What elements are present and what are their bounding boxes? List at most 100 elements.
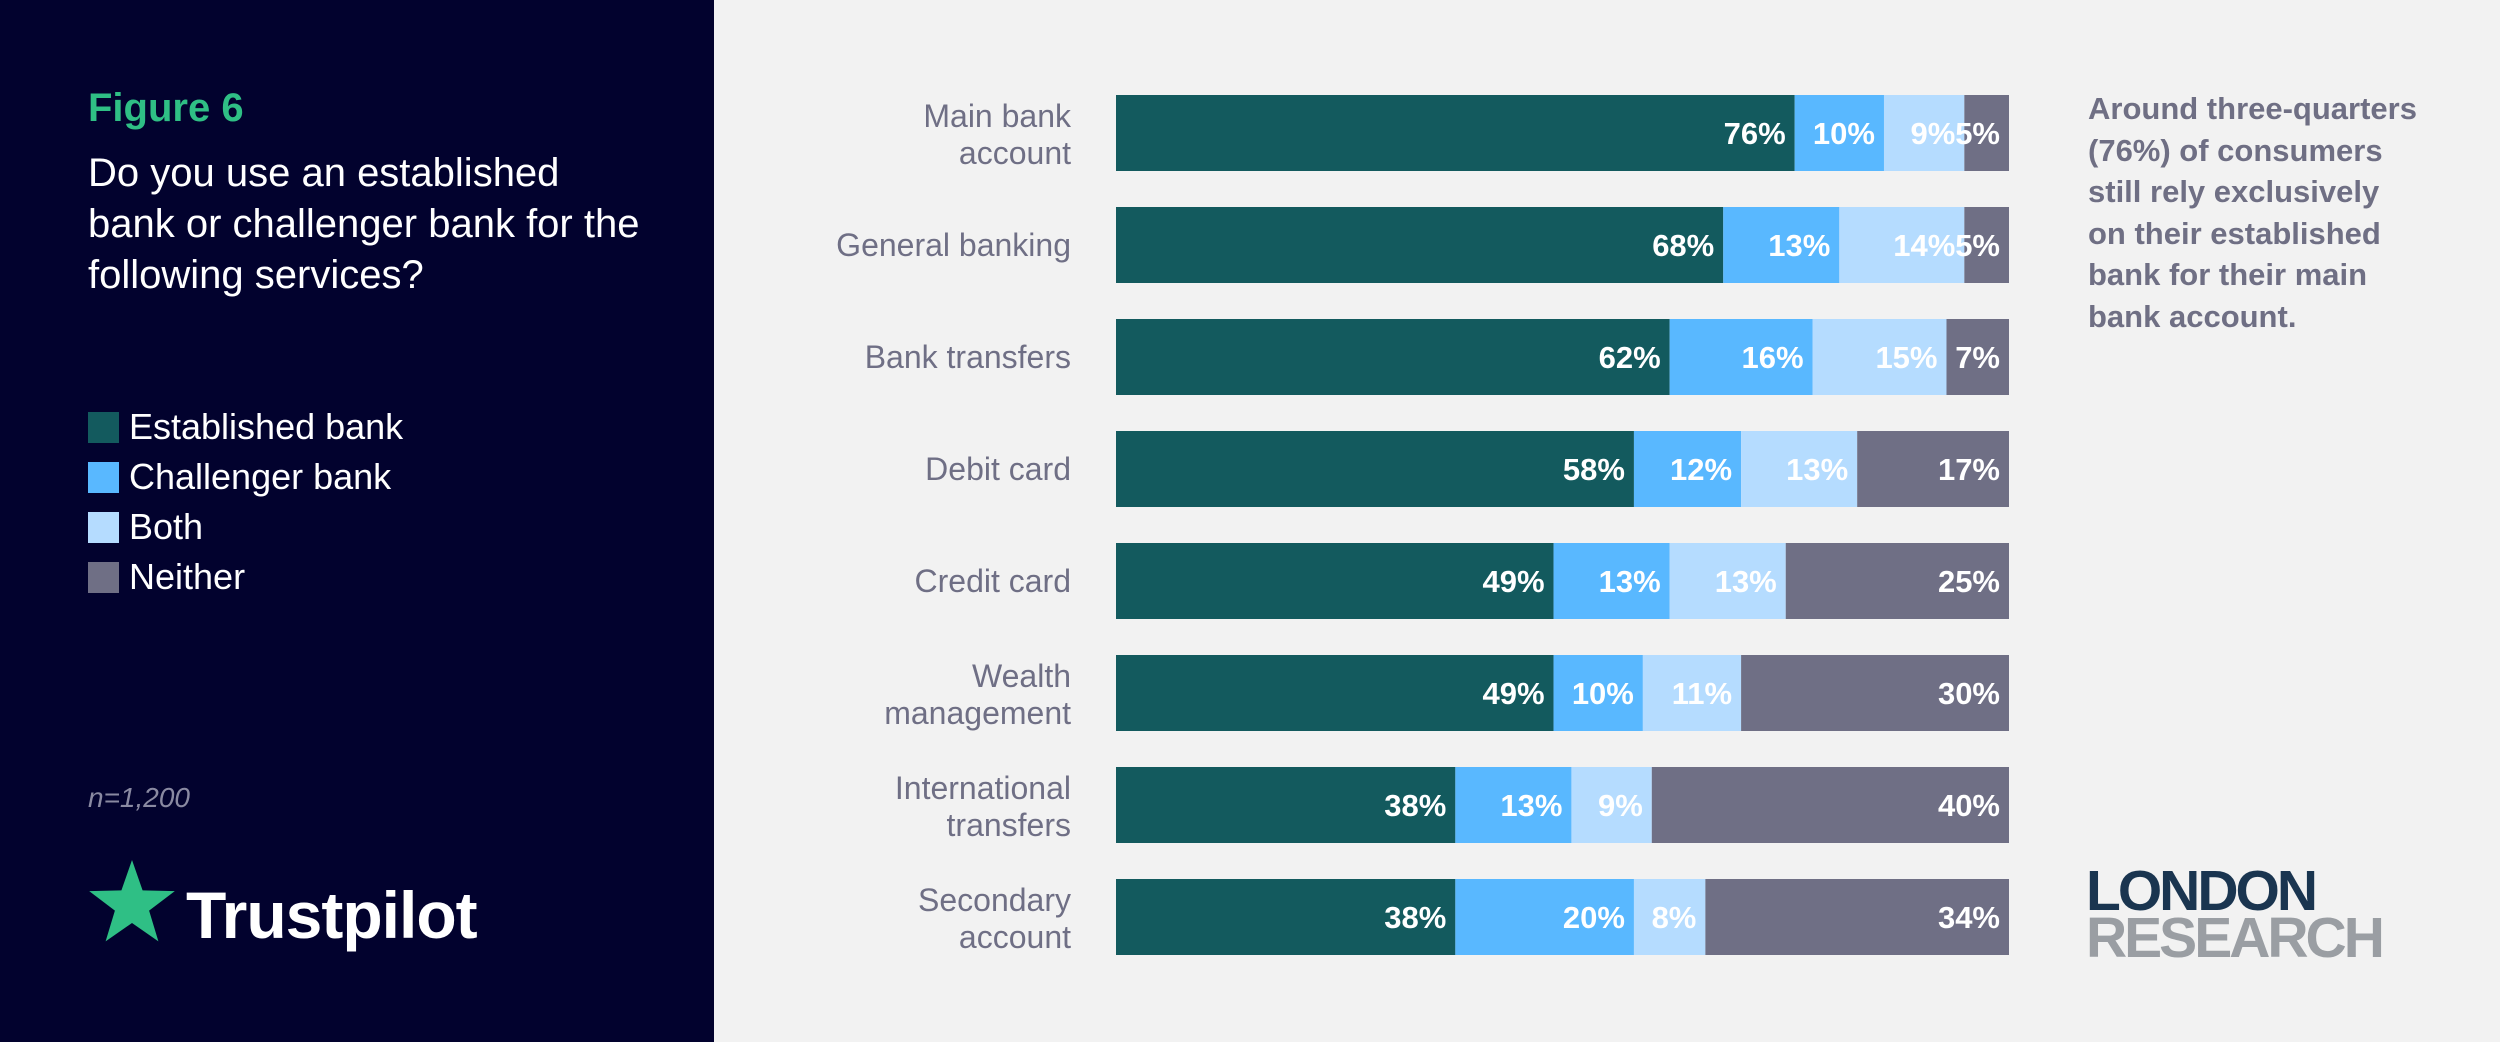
category-label: Credit card [915,563,1072,599]
category-label-line: Bank transfers [865,339,1071,375]
bar-segment [1651,767,2009,843]
bar-segment [1741,655,2009,731]
bar-segment [1571,767,1652,843]
bar-segment [1633,431,1742,507]
bar-segment [1812,319,1947,395]
trustpilot-wordmark: Trustpilot [186,878,478,952]
legend-item: Established bank [88,402,403,452]
chart-annotation: Around three-quarters (76%) of consumers… [2088,91,2417,334]
data-label: 13% [1500,788,1562,823]
data-label: 9% [1598,788,1643,823]
category-label-line: management [884,695,1071,731]
bar-segment [1116,879,1456,955]
bar-segment [1455,879,1634,955]
category-label: Wealth management [884,658,1071,731]
legend: Established bank Challenger bank Both Neith… [88,402,403,602]
data-label: 58% [1563,452,1625,487]
data-label: 9% [1911,116,1956,151]
data-label: 30% [1938,676,2000,711]
data-label: 20% [1563,900,1625,935]
figure-label: Figure 6 [88,86,244,130]
bar-segment [1946,319,2009,395]
bar-segment [1857,431,2009,507]
category-label-line: International [895,770,1071,806]
data-label: 11% [1672,676,1732,711]
data-label: 34% [1938,900,2000,935]
bar-segment [1839,207,1965,283]
bar-segment [1116,767,1456,843]
data-label: 25% [1938,564,2000,599]
left-panel: Figure 6 Do you use an established bank … [0,0,714,1042]
category-label: General banking [836,227,1071,263]
london-research-logo: LONDON RESEARCH [2086,862,2385,962]
category-label-line: Wealth [972,658,1071,694]
legend-swatch [88,511,119,543]
data-label: 15% [1875,340,1937,375]
data-label: 38% [1384,788,1446,823]
bar-segment [1116,655,1554,731]
london-research-logo-line1: LONDON [2086,862,2315,923]
data-label: 16% [1741,340,1803,375]
data-label: 7% [1955,340,2000,375]
data-label: 17% [1938,452,2000,487]
sample-size: n=1,200 [88,782,190,813]
legend-swatch [88,411,119,443]
legend-label: Neither [129,556,246,597]
bar-segment [1964,95,2009,171]
bar-segment [1633,879,1706,955]
data-label: 13% [1768,228,1830,263]
category-label-line: account [959,135,1071,171]
legend-item: Both [88,502,403,552]
trustpilot-logo: Trustpilot [89,860,479,952]
bar-segment [1642,655,1742,731]
data-label: 76% [1724,116,1786,151]
data-label: 14% [1893,228,1955,263]
legend-label: Challenger bank [129,456,392,497]
data-label: 13% [1786,452,1848,487]
star-icon [89,860,175,942]
london-research-logo-line2: RESEARCH [2086,906,2382,962]
data-label: 10% [1813,116,1875,151]
category-label-line: General banking [836,227,1071,263]
data-label: 13% [1599,564,1661,599]
legend-swatch [88,461,119,493]
bar-segment [1794,95,1884,171]
chart-question: Do you use an established bank or challe… [88,151,640,297]
category-label: Main bank account [923,98,1072,171]
data-label: 38% [1384,900,1446,935]
bar-segment [1553,543,1670,619]
data-label: 49% [1483,676,1545,711]
legend-label: Both [129,506,204,547]
category-label: International transfers [895,770,1071,843]
data-label: 5% [1955,116,2000,151]
bar-segment [1116,207,1724,283]
bar-segment [1116,319,1670,395]
data-label: 5% [1955,228,2000,263]
category-label: Secondary account [918,882,1071,955]
data-label: 8% [1652,900,1697,935]
bar-segment [1723,207,1840,283]
data-label: 40% [1938,788,2000,823]
bar-segment [1705,879,2009,955]
bar-segment [1669,543,1786,619]
data-label: 10% [1572,676,1634,711]
data-label: 49% [1483,564,1545,599]
category-label-line: Debit card [925,451,1071,487]
legend-swatch [88,561,119,593]
bar-segment [1553,655,1643,731]
bar-segment [1964,207,2009,283]
category-label-line: Main bank [923,98,1072,134]
legend-item: Challenger bank [88,452,403,502]
bar-segment [1741,431,1858,507]
bar-segment [1883,95,1965,171]
category-label: Debit card [925,451,1071,487]
data-label: 13% [1715,564,1777,599]
bar-segment [1116,543,1554,619]
bar-segment [1785,543,2009,619]
category-label: Bank transfers [865,339,1071,375]
category-label-line: Secondary [918,882,1071,918]
data-label: 12% [1670,452,1732,487]
bar-segment [1116,431,1634,507]
category-label-line: account [959,919,1071,955]
